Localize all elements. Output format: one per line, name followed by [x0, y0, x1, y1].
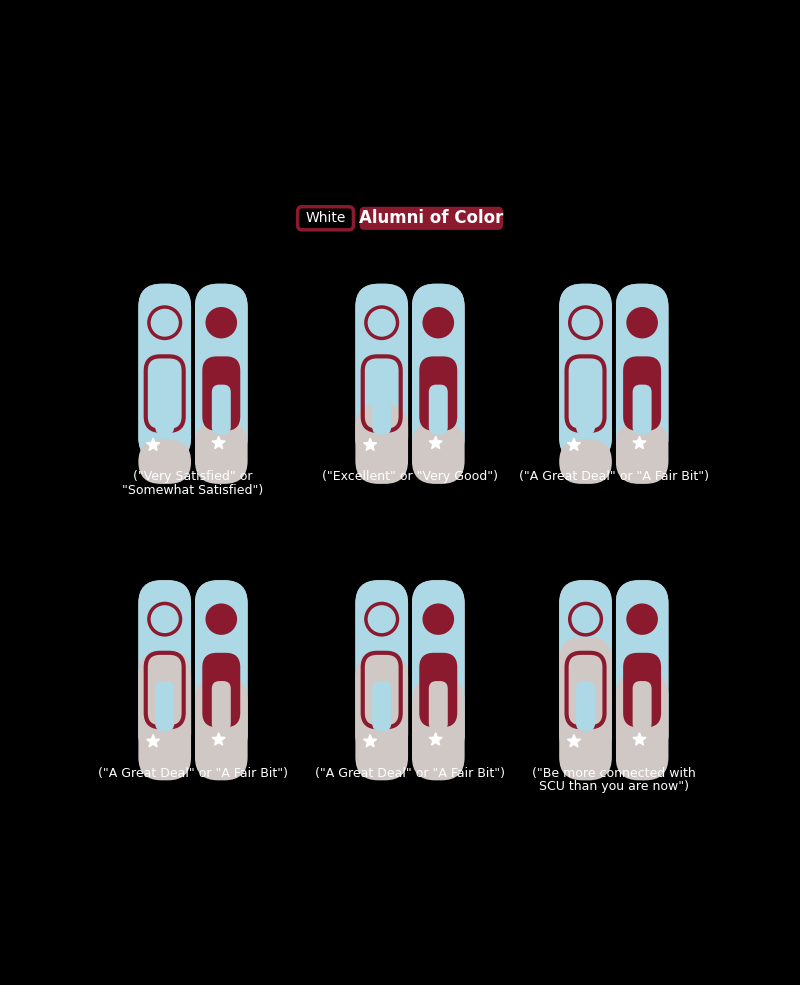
Polygon shape	[212, 733, 225, 745]
FancyBboxPatch shape	[559, 284, 612, 461]
FancyBboxPatch shape	[559, 580, 612, 757]
FancyBboxPatch shape	[355, 580, 408, 757]
FancyBboxPatch shape	[195, 678, 248, 780]
FancyBboxPatch shape	[429, 681, 448, 731]
FancyBboxPatch shape	[616, 673, 669, 780]
FancyBboxPatch shape	[138, 580, 191, 757]
Polygon shape	[633, 733, 646, 745]
Circle shape	[626, 604, 658, 635]
FancyBboxPatch shape	[623, 357, 661, 430]
FancyBboxPatch shape	[412, 422, 465, 484]
FancyBboxPatch shape	[616, 422, 669, 484]
FancyBboxPatch shape	[138, 651, 191, 780]
FancyBboxPatch shape	[576, 681, 595, 731]
Circle shape	[206, 307, 237, 339]
Polygon shape	[364, 438, 377, 450]
FancyBboxPatch shape	[419, 357, 458, 430]
FancyBboxPatch shape	[298, 207, 354, 230]
FancyBboxPatch shape	[616, 580, 669, 757]
FancyBboxPatch shape	[355, 284, 408, 461]
Polygon shape	[429, 733, 442, 745]
Polygon shape	[146, 735, 160, 747]
FancyBboxPatch shape	[412, 284, 465, 461]
FancyBboxPatch shape	[138, 284, 191, 461]
FancyBboxPatch shape	[412, 284, 465, 461]
FancyBboxPatch shape	[616, 580, 669, 757]
FancyBboxPatch shape	[202, 653, 240, 727]
FancyBboxPatch shape	[429, 384, 448, 434]
Text: ("A Great Deal" or "A Fair Bit"): ("A Great Deal" or "A Fair Bit")	[315, 766, 505, 779]
FancyBboxPatch shape	[559, 284, 612, 461]
Text: ("Be more connected with: ("Be more connected with	[532, 766, 696, 779]
Text: ("Very Satisfied" or: ("Very Satisfied" or	[134, 470, 253, 483]
FancyBboxPatch shape	[633, 384, 651, 434]
FancyBboxPatch shape	[138, 284, 191, 461]
FancyBboxPatch shape	[419, 653, 458, 727]
Text: ("A Great Deal" or "A Fair Bit"): ("A Great Deal" or "A Fair Bit")	[98, 766, 288, 779]
FancyBboxPatch shape	[372, 384, 391, 434]
FancyBboxPatch shape	[138, 439, 191, 484]
FancyBboxPatch shape	[576, 384, 595, 434]
FancyBboxPatch shape	[372, 681, 391, 731]
FancyBboxPatch shape	[559, 580, 612, 757]
FancyBboxPatch shape	[355, 404, 408, 484]
Circle shape	[422, 604, 454, 635]
FancyBboxPatch shape	[559, 637, 612, 780]
FancyBboxPatch shape	[355, 655, 408, 780]
FancyBboxPatch shape	[138, 580, 191, 757]
FancyBboxPatch shape	[195, 284, 248, 461]
FancyBboxPatch shape	[623, 653, 661, 727]
FancyBboxPatch shape	[195, 580, 248, 757]
FancyBboxPatch shape	[155, 384, 174, 434]
FancyBboxPatch shape	[202, 357, 240, 430]
Text: "Somewhat Satisfied"): "Somewhat Satisfied")	[122, 484, 264, 497]
Polygon shape	[633, 436, 646, 448]
FancyBboxPatch shape	[355, 580, 408, 757]
FancyBboxPatch shape	[195, 422, 248, 484]
FancyBboxPatch shape	[195, 284, 248, 461]
Text: ("A Great Deal" or "A Fair Bit"): ("A Great Deal" or "A Fair Bit")	[519, 470, 709, 483]
Circle shape	[422, 307, 454, 339]
Text: SCU than you are now"): SCU than you are now")	[539, 780, 689, 793]
Text: Alumni of Color: Alumni of Color	[359, 209, 503, 228]
Polygon shape	[212, 436, 225, 448]
Text: White: White	[306, 212, 346, 226]
FancyBboxPatch shape	[559, 439, 612, 484]
FancyBboxPatch shape	[195, 580, 248, 757]
FancyBboxPatch shape	[412, 580, 465, 757]
Polygon shape	[364, 735, 377, 747]
FancyBboxPatch shape	[616, 284, 669, 461]
Polygon shape	[429, 436, 442, 448]
Polygon shape	[146, 438, 160, 450]
FancyBboxPatch shape	[633, 681, 651, 731]
Circle shape	[206, 604, 237, 635]
Polygon shape	[567, 735, 581, 747]
FancyBboxPatch shape	[212, 384, 230, 434]
FancyBboxPatch shape	[360, 207, 503, 230]
Polygon shape	[567, 438, 581, 450]
Circle shape	[626, 307, 658, 339]
FancyBboxPatch shape	[412, 580, 465, 757]
Text: ("Excellent" or "Very Good"): ("Excellent" or "Very Good")	[322, 470, 498, 483]
FancyBboxPatch shape	[155, 681, 174, 731]
FancyBboxPatch shape	[355, 284, 408, 461]
FancyBboxPatch shape	[412, 678, 465, 780]
FancyBboxPatch shape	[212, 681, 230, 731]
FancyBboxPatch shape	[616, 284, 669, 461]
